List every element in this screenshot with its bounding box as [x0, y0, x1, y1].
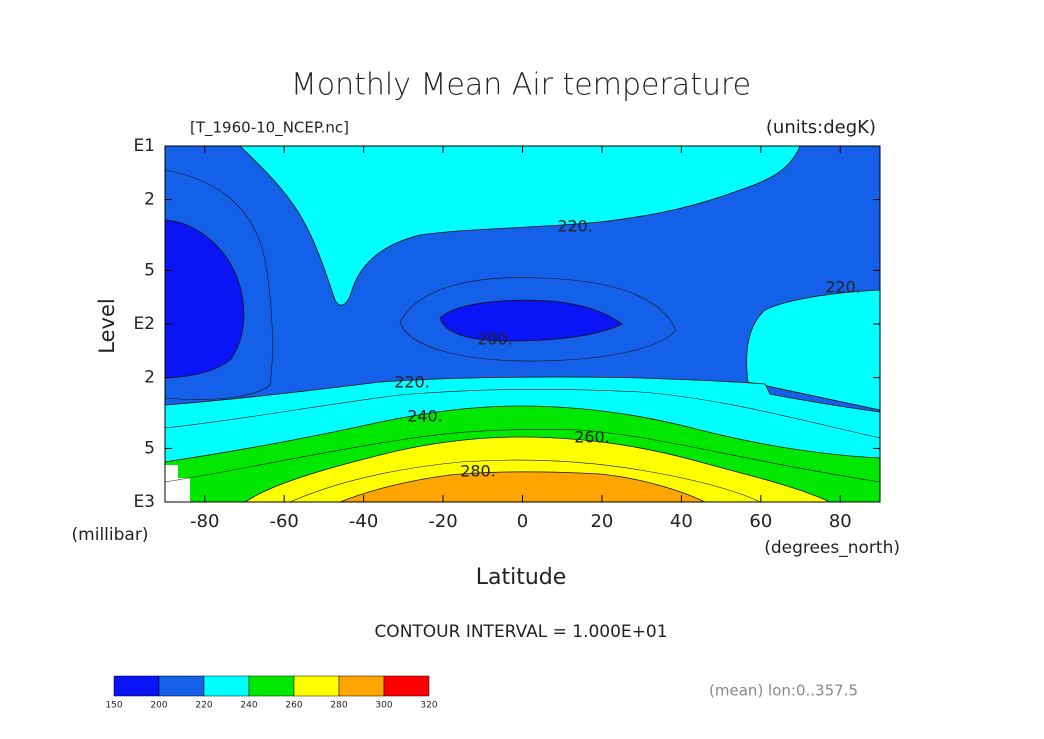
contour-label: 260.	[574, 428, 610, 447]
y-tick-label: 2	[144, 368, 155, 388]
x-tick-label: -80	[190, 511, 219, 532]
colorbar-label: 150	[105, 701, 122, 711]
contour-fill	[239, 145, 801, 306]
contour-label: 200.	[477, 330, 513, 349]
colorbar-label: 320	[420, 701, 437, 711]
x-tick-label: 80	[829, 511, 852, 532]
contour-label: 240.	[407, 407, 443, 426]
x-axis-label: Latitude	[476, 565, 567, 590]
contour-line	[289, 459, 761, 503]
contour-fill	[339, 471, 706, 503]
x-tick-label: -40	[349, 511, 378, 532]
plot-area: 220. 200. 220. 220. 240. 260. 280.	[164, 145, 881, 503]
colorbar-box	[158, 675, 205, 697]
colorbar-label: 260	[285, 701, 302, 711]
contour-fill	[164, 219, 245, 379]
y-tick-label: 2	[144, 190, 155, 210]
x-tick-label: 0	[517, 511, 528, 532]
colorbar-label: 220	[195, 701, 212, 711]
y-tick-label: E2	[133, 314, 155, 334]
contour-line	[164, 429, 881, 483]
x-tick-label: 20	[590, 511, 613, 532]
chart-title: Monthly Mean Air temperature	[291, 68, 751, 103]
footnote: (mean) lon:0..357.5	[709, 682, 858, 700]
x-unit-label: (degrees_north)	[764, 538, 900, 558]
x-tick-label: 40	[670, 511, 693, 532]
colorbar-label: 240	[240, 701, 257, 711]
colorbar-box	[203, 675, 250, 697]
colorbar-box	[338, 675, 385, 697]
contour-label: 280.	[460, 462, 496, 481]
contour-fill	[746, 289, 881, 411]
y-axis-label: Level	[95, 298, 119, 353]
contour-line	[164, 388, 881, 439]
x-tick-label: -60	[269, 511, 298, 532]
contour-fill	[439, 299, 623, 342]
units-label: (units:degK)	[766, 117, 876, 138]
y-tick-label: 5	[144, 260, 155, 280]
colorbar-box	[293, 675, 340, 697]
contour-label: 220.	[825, 278, 861, 297]
colorbar-label: 300	[375, 701, 392, 711]
contour-label: 220.	[394, 373, 430, 392]
subtitle: [T_1960-10_NCEP.nc]	[190, 119, 349, 138]
colorbar-label: 200	[150, 701, 167, 711]
colorbar-box	[248, 675, 295, 697]
colorbar-label: 280	[330, 701, 347, 711]
contour-interval: CONTOUR INTERVAL = 1.000E+01	[374, 622, 667, 642]
contour-line	[164, 169, 273, 400]
contour-line	[399, 277, 677, 362]
colorbar-box	[383, 675, 430, 697]
missing-data	[165, 465, 190, 502]
y-unit-label: (millibar)	[72, 525, 149, 545]
y-tick-label: E1	[133, 136, 155, 156]
x-tick-label: -20	[428, 511, 457, 532]
contour-label: 220.	[557, 217, 593, 236]
y-tick-label: 5	[144, 438, 155, 458]
y-tick-label: E3	[133, 492, 155, 512]
colorbar-box	[113, 675, 160, 697]
x-tick-label: 60	[749, 511, 772, 532]
